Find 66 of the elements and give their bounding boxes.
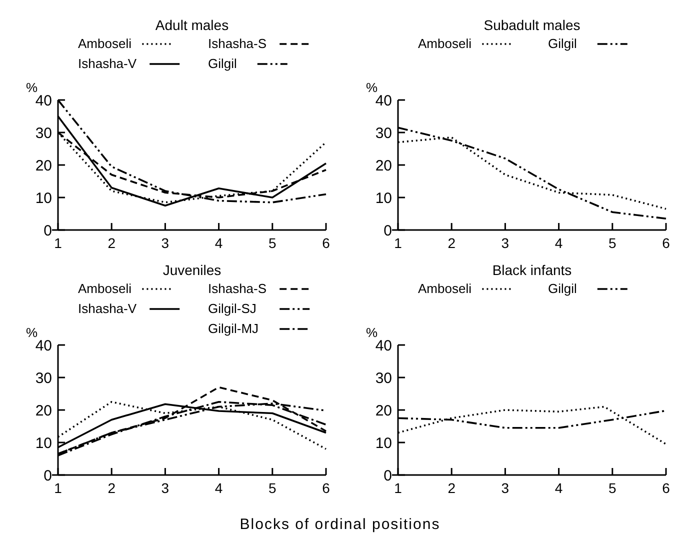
- legend-label: Ishasha-V: [78, 56, 137, 71]
- x-tick-label: 4: [214, 235, 223, 251]
- chart-title: Subadult males: [484, 17, 580, 33]
- legend-label: Amboseli: [418, 281, 472, 296]
- x-tick-label: 3: [501, 480, 510, 496]
- y-tick-label: 40: [375, 337, 392, 354]
- y-axis-title: %: [366, 80, 378, 95]
- chart-title: Adult males: [155, 17, 229, 33]
- y-tick-label: 10: [375, 190, 392, 207]
- chart-title: Black infants: [492, 262, 572, 278]
- legend-label: Gilgil: [208, 56, 238, 71]
- x-tick-label: 3: [161, 235, 170, 251]
- y-axis-title: %: [26, 80, 38, 95]
- x-tick-label: 5: [268, 235, 276, 251]
- y-tick-label: 30: [375, 124, 392, 142]
- x-tick-label: 4: [214, 480, 223, 496]
- legend-label: Ishasha-S: [208, 281, 267, 296]
- y-tick-label: 30: [375, 370, 392, 387]
- x-tick-label: 1: [54, 235, 62, 251]
- legend-label: Ishasha-S: [208, 36, 267, 51]
- y-tick-label: 40: [35, 337, 52, 354]
- y-tick-label: 0: [44, 467, 52, 484]
- chart-title: Juveniles: [162, 262, 222, 278]
- legend-label: Gilgil-MJ: [208, 321, 259, 336]
- y-tick-label: 40: [375, 92, 392, 110]
- x-tick-label: 2: [448, 480, 456, 496]
- y-tick-label: 10: [35, 434, 52, 452]
- x-tick-label: 2: [448, 235, 456, 251]
- y-tick-label: 20: [35, 402, 52, 420]
- x-tick-label: 2: [108, 480, 116, 496]
- y-tick-label: 30: [35, 370, 52, 387]
- x-tick-label: 6: [322, 480, 330, 496]
- x-tick-label: 6: [662, 235, 670, 251]
- y-tick-label: 10: [35, 190, 52, 207]
- y-tick-label: 10: [375, 434, 392, 452]
- y-tick-label: 30: [35, 124, 52, 142]
- x-tick-label: 6: [662, 480, 670, 496]
- y-tick-label: 20: [375, 402, 392, 420]
- x-tick-label: 1: [394, 480, 402, 496]
- x-tick-label: 6: [322, 235, 330, 251]
- y-tick-label: 20: [35, 157, 52, 174]
- x-tick-label: 1: [394, 235, 402, 251]
- x-tick-label: 5: [268, 480, 276, 496]
- x-tick-label: 3: [161, 480, 170, 496]
- legend-label: Gilgil: [548, 36, 578, 51]
- x-tick-label: 5: [608, 235, 616, 251]
- x-tick-label: 2: [108, 235, 116, 251]
- x-tick-label: 1: [54, 480, 62, 496]
- y-tick-label: 0: [384, 222, 392, 240]
- legend-label: Gilgil: [548, 281, 578, 296]
- y-axis-title: %: [26, 325, 38, 340]
- x-axis-title: Blocks of ordinal positions: [240, 516, 440, 533]
- y-tick-label: 0: [44, 222, 52, 240]
- x-tick-label: 5: [608, 480, 616, 496]
- legend-label: Amboseli: [418, 36, 472, 51]
- legend-label: Amboseli: [78, 281, 132, 296]
- x-tick-label: 4: [554, 480, 563, 496]
- y-axis-title: %: [366, 325, 378, 340]
- y-tick-label: 40: [35, 92, 52, 110]
- legend-label: Gilgil-SJ: [208, 301, 256, 316]
- x-tick-label: 4: [554, 235, 563, 251]
- y-tick-label: 0: [384, 467, 392, 484]
- y-tick-label: 20: [375, 157, 392, 174]
- x-tick-label: 3: [501, 235, 510, 251]
- legend-label: Ishasha-V: [78, 301, 137, 316]
- legend-label: Amboseli: [78, 36, 132, 51]
